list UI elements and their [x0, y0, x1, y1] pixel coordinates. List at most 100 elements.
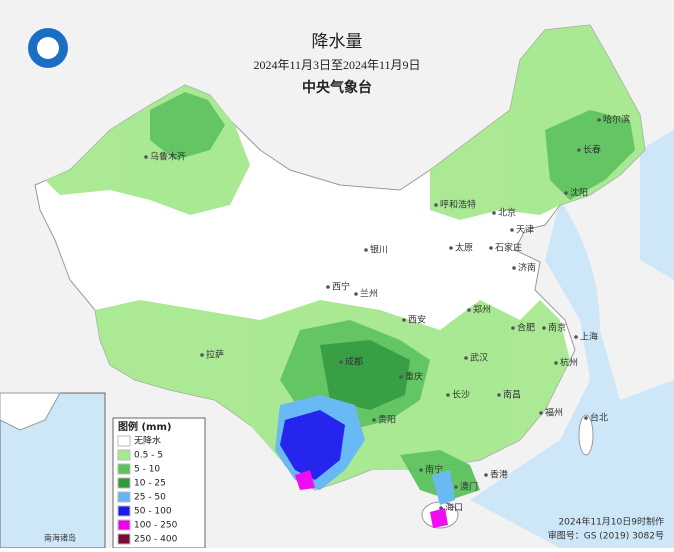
city-label: 拉萨: [206, 349, 224, 361]
city-label: 北京: [498, 207, 516, 219]
rain-area: [150, 92, 225, 160]
rain-area: [280, 410, 345, 480]
city-label: 长沙: [452, 389, 470, 401]
city-dot: [489, 246, 493, 250]
city-label: 长春: [583, 144, 601, 156]
city-dot: [399, 375, 403, 379]
footer-made: 2024年11月10日9时制作: [558, 516, 664, 528]
city-dot: [372, 418, 376, 422]
city-dot: [434, 203, 438, 207]
sea: [640, 130, 674, 280]
city-dot: [497, 393, 501, 397]
legend-label: 100 - 250: [134, 521, 178, 531]
city-dot: [492, 211, 496, 215]
city-dot: [574, 335, 578, 339]
city-dot: [467, 308, 471, 312]
city-label: 西安: [408, 314, 426, 326]
city-label: 杭州: [560, 357, 578, 369]
city-dot: [402, 318, 406, 322]
city-label: 兰州: [360, 288, 378, 300]
rain-area: [432, 470, 455, 505]
city-label: 南宁: [425, 464, 443, 476]
city-label: 银川: [370, 244, 388, 256]
legend-swatch: [117, 435, 131, 447]
city-dot: [512, 266, 516, 270]
city-label: 呼和浩特: [440, 199, 476, 211]
city-dot: [449, 246, 453, 250]
city-label: 澳门: [460, 481, 478, 493]
city-label: 合肥: [517, 322, 535, 334]
legend-label: 250 - 400: [134, 535, 178, 545]
rain-area: [545, 110, 635, 200]
logo: [37, 37, 59, 59]
city-dot: [144, 155, 148, 159]
city-label: 重庆: [405, 371, 423, 383]
period: 2024年11月3日至2024年11月9日: [253, 58, 420, 72]
legend-swatch: [117, 449, 131, 461]
city-dot: [564, 191, 568, 195]
city-dot: [511, 326, 515, 330]
city-label: 海口: [445, 502, 463, 514]
city-label: 贵阳: [378, 414, 396, 426]
city-label: 太原: [455, 242, 473, 254]
legend-swatch: [117, 491, 131, 503]
sea: [470, 200, 674, 548]
city-dot: [354, 292, 358, 296]
city-dot: [510, 228, 514, 232]
legend-swatch: [117, 519, 131, 531]
city-dot: [454, 485, 458, 489]
city-dot: [584, 416, 588, 420]
city-label: 西宁: [332, 281, 350, 293]
city-label: 武汉: [470, 352, 488, 364]
city-label: 哈尔滨: [603, 114, 630, 126]
city-dot: [439, 506, 443, 510]
legend-label: 5 - 10: [134, 465, 160, 475]
legend-title: 图例 (mm): [118, 420, 171, 433]
city-dot: [597, 118, 601, 122]
legend-swatch: [117, 533, 131, 545]
legend-swatch: [117, 505, 131, 517]
city-label: 台北: [590, 412, 608, 424]
city-label: 天津: [516, 225, 534, 236]
title: 降水量: [312, 32, 363, 52]
city-label: 南京: [548, 322, 566, 334]
city-dot: [364, 248, 368, 252]
city-dot: [339, 360, 343, 364]
legend-label: 无降水: [134, 435, 161, 447]
city-dot: [542, 326, 546, 330]
legend-label: 10 - 25: [134, 479, 166, 489]
inset-label: 南海诸岛: [44, 533, 76, 543]
city-label: 南昌: [503, 389, 521, 401]
city-dot: [419, 468, 423, 472]
city-label: 沈阳: [570, 187, 588, 199]
city-dot: [577, 148, 581, 152]
city-dot: [539, 411, 543, 415]
rain-area: [320, 340, 410, 410]
city-dot: [200, 353, 204, 357]
agency: 中央气象台: [302, 79, 372, 96]
inset-land: [0, 392, 61, 431]
city-label: 福州: [545, 407, 563, 419]
taiwan: [578, 414, 594, 456]
city-dot: [464, 356, 468, 360]
city-dot: [484, 473, 488, 477]
legend-label: 25 - 50: [134, 493, 166, 503]
city-label: 乌鲁木齐: [150, 151, 186, 163]
city-label: 上海: [580, 331, 598, 343]
rain-area: [295, 470, 315, 490]
city-label: 济南: [518, 262, 536, 274]
legend-label: 0.5 - 5: [134, 451, 163, 461]
city-label: 香港: [490, 469, 508, 481]
footer-approval: 审图号：GS (2019) 3082号: [548, 530, 664, 542]
legend-swatch: [117, 463, 131, 475]
legend-swatch: [117, 477, 131, 489]
city-dot: [554, 361, 558, 365]
city-label: 郑州: [473, 304, 491, 316]
rain-area: [430, 508, 448, 528]
legend-label: 50 - 100: [134, 507, 172, 517]
city-label: 成都: [345, 356, 363, 368]
city-dot: [446, 393, 450, 397]
city-dot: [326, 285, 330, 289]
city-label: 石家庄: [495, 242, 522, 254]
